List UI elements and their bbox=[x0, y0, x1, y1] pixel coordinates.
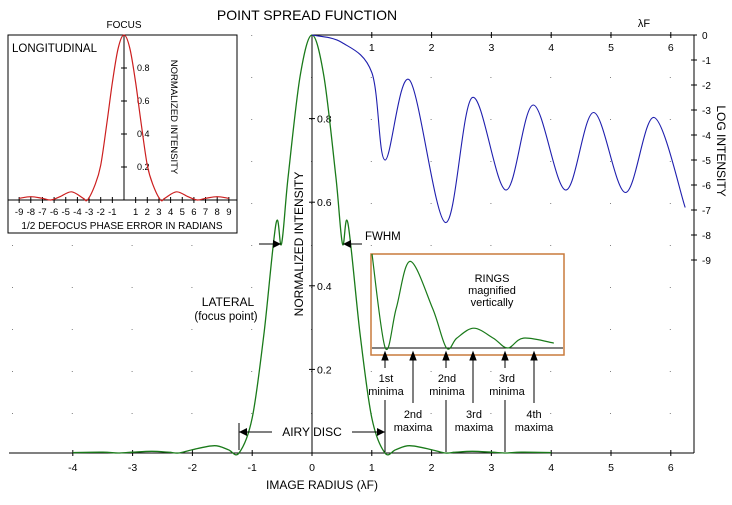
longitudinal-x-tick-label: -2 bbox=[96, 207, 104, 218]
second-maxima-sub: maxima bbox=[394, 422, 433, 434]
x-tick-label: 2 bbox=[429, 462, 435, 474]
log-x-tick-label: 3 bbox=[488, 42, 494, 54]
third-maxima-sub: maxima bbox=[455, 422, 494, 434]
log-intensity-line bbox=[311, 34, 686, 224]
rings-vertically-label: vertically bbox=[471, 297, 514, 309]
log-y-tick-label: -9 bbox=[702, 256, 711, 267]
focus-label: FOCUS bbox=[107, 20, 142, 31]
log-x-tick-label: 6 bbox=[668, 42, 674, 54]
log-unit-label: λF bbox=[638, 18, 651, 30]
log-y-tick-label: -8 bbox=[702, 231, 711, 242]
log-x-tick-label: 1 bbox=[369, 42, 375, 54]
rings-inset-frame bbox=[370, 253, 565, 356]
longitudinal-x-tick-label: 2 bbox=[145, 207, 150, 218]
longitudinal-y-label: NORMALIZED INTENSITY bbox=[168, 60, 179, 175]
x-tick-label: 5 bbox=[608, 462, 614, 474]
third-minima-label: 3rd bbox=[499, 373, 515, 385]
log-y-tick-label: -4 bbox=[702, 131, 711, 142]
first-minima-label: 1st bbox=[379, 373, 394, 385]
longitudinal-y-tick-label: 0.6 bbox=[137, 96, 150, 106]
chart-title: POINT SPREAD FUNCTION bbox=[217, 7, 397, 23]
longitudinal-x-tick-label: 3 bbox=[156, 207, 161, 218]
longitudinal-y-tick-label: 0.8 bbox=[137, 63, 150, 73]
log-y-tick-label: -6 bbox=[702, 181, 711, 192]
fwhm-label: FWHM bbox=[365, 231, 401, 243]
series-layer bbox=[19, 34, 686, 456]
longitudinal-x-tick-label: -8 bbox=[27, 207, 35, 218]
rings-magnified-line bbox=[371, 253, 554, 351]
feature-pointers bbox=[381, 350, 538, 452]
longitudinal-x-tick-label: 4 bbox=[168, 207, 173, 218]
tick-marks: -4 -3 -2 -1 0 1 2 3 4 5 60.20.40.60.81 2 3 4 5 60-1-2-3… bbox=[15, 31, 711, 474]
y-tick-label: 0.2 bbox=[317, 364, 332, 376]
longitudinal-x-tick-label: 5 bbox=[180, 207, 185, 218]
longitudinal-title: LONGITUDINAL bbox=[12, 43, 98, 55]
x-tick-label: 1 bbox=[369, 462, 375, 474]
x-axis-label: IMAGE RADIUS (λF) bbox=[266, 478, 378, 492]
second-minima-label: 2nd bbox=[438, 373, 456, 385]
log-y-tick-label: -3 bbox=[702, 106, 711, 117]
longitudinal-x-tick-label: -7 bbox=[38, 207, 46, 218]
rings-magnified-label: magnified bbox=[468, 285, 516, 297]
longitudinal-x-tick-label: -6 bbox=[50, 207, 58, 218]
x-tick-label: 4 bbox=[548, 462, 554, 474]
log-x-tick-label: 2 bbox=[429, 42, 435, 54]
airy-disc-label: AIRY DISC bbox=[282, 425, 342, 439]
log-y-tick-label: -1 bbox=[702, 56, 711, 67]
longitudinal-psf-line bbox=[19, 34, 229, 202]
fourth-maxima-sub: maxima bbox=[515, 422, 554, 434]
third-minima-sub: minima bbox=[489, 386, 525, 398]
longitudinal-x-tick-label: 7 bbox=[203, 207, 208, 218]
fourth-maxima-label: 4th bbox=[526, 409, 541, 421]
longitudinal-x-tick-label: -9 bbox=[15, 207, 23, 218]
log-y-tick-label: -5 bbox=[702, 156, 711, 167]
longitudinal-x-tick-label: 1 bbox=[133, 207, 138, 218]
x-tick-label: -4 bbox=[68, 462, 77, 474]
longitudinal-x-tick-label: 6 bbox=[191, 207, 196, 218]
longitudinal-x-tick-label: -1 bbox=[108, 207, 116, 218]
longitudinal-x-label: 1/2 DEFOCUS PHASE ERROR IN RADIANS bbox=[21, 221, 222, 232]
log-y-axis-label: LOG INTENSITY bbox=[714, 105, 728, 196]
longitudinal-x-tick-label: 9 bbox=[226, 207, 231, 218]
log-x-tick-label: 5 bbox=[608, 42, 614, 54]
x-tick-label: 3 bbox=[488, 462, 494, 474]
longitudinal-x-tick-label: -3 bbox=[85, 207, 93, 218]
longitudinal-y-tick-label: 0.4 bbox=[137, 129, 150, 139]
log-x-tick-label: 4 bbox=[548, 42, 554, 54]
x-tick-label: -1 bbox=[248, 462, 257, 474]
longitudinal-x-tick-label: -4 bbox=[73, 207, 81, 218]
x-tick-label: 0 bbox=[309, 462, 315, 474]
x-tick-label: -2 bbox=[188, 462, 197, 474]
y-tick-label: 0.8 bbox=[317, 114, 332, 126]
second-minima-sub: minima bbox=[429, 386, 465, 398]
x-tick-label: -3 bbox=[128, 462, 137, 474]
third-maxima-label: 3rd bbox=[466, 409, 482, 421]
x-tick-label: 6 bbox=[668, 462, 674, 474]
rings-label: RINGS bbox=[475, 273, 510, 285]
fwhm-marker bbox=[259, 240, 362, 248]
second-maxima-label: 2nd bbox=[404, 409, 422, 421]
log-y-tick-label: 0 bbox=[702, 31, 708, 42]
log-y-tick-label: -7 bbox=[702, 206, 711, 217]
y-tick-label: 0.4 bbox=[317, 281, 332, 293]
y-tick-label: 0.6 bbox=[317, 197, 332, 209]
lateral-sub-label: (focus point) bbox=[194, 311, 257, 323]
first-minima-sub: minima bbox=[368, 386, 404, 398]
y-axis-label: NORMALIZED INTENSITY bbox=[292, 172, 306, 317]
longitudinal-x-tick-label: -5 bbox=[62, 207, 70, 218]
log-y-tick-label: -2 bbox=[702, 81, 711, 92]
lateral-label: LATERAL bbox=[202, 295, 255, 309]
longitudinal-x-tick-label: 8 bbox=[215, 207, 220, 218]
longitudinal-y-tick-label: 0.2 bbox=[137, 162, 150, 172]
